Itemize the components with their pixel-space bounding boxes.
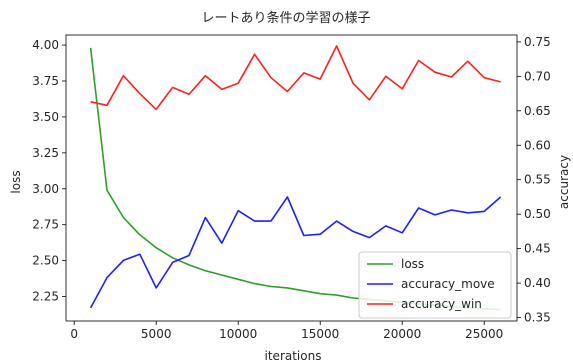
right-y-tick-label: 0.70 xyxy=(524,69,551,83)
right-y-tick-label: 0.60 xyxy=(524,138,551,152)
left-y-tick-label: 3.25 xyxy=(32,146,59,160)
legend-label-loss: loss xyxy=(401,257,424,271)
left-y-tick-label: 4.00 xyxy=(32,38,59,52)
x-tick-label: 15000 xyxy=(301,327,339,341)
right-y-tick-label: 0.50 xyxy=(524,207,551,221)
series-line-accuracy-win xyxy=(90,45,501,111)
plot-frame xyxy=(65,34,518,322)
right-y-tick-label: 0.65 xyxy=(524,104,551,118)
right-y-axis-label: accuracy xyxy=(557,155,571,209)
legend-box xyxy=(358,251,512,319)
left-y-tick-label: 3.75 xyxy=(32,74,59,88)
x-tick-label: 25000 xyxy=(465,327,503,341)
left-y-tick-label: 2.50 xyxy=(32,254,59,268)
legend-label-accuracy-win: accuracy_win xyxy=(401,297,482,311)
right-y-tick-label: 0.35 xyxy=(524,311,551,325)
x-tick-label: 5000 xyxy=(141,327,172,341)
right-y-tick-label: 0.40 xyxy=(524,276,551,290)
left-y-axis-label: loss xyxy=(9,170,23,193)
x-axis-label: iterations xyxy=(265,349,322,363)
left-y-tick-label: 3.50 xyxy=(32,110,59,124)
left-y-tick-label: 2.25 xyxy=(32,290,59,304)
series-line-accuracy-move xyxy=(89,196,502,309)
x-tick-label: 0 xyxy=(70,327,78,341)
x-tick-label: 10000 xyxy=(219,327,257,341)
legend: loss accuracy_move accuracy_win xyxy=(358,251,512,319)
left-y-tick-label: 3.00 xyxy=(32,182,59,196)
left-y-tick-label: 2.75 xyxy=(32,218,59,232)
chart-title: レートあり条件の学習の様子 xyxy=(201,10,370,26)
right-y-tick-label: 0.75 xyxy=(524,35,551,49)
legend-label-accuracy-move: accuracy_move xyxy=(401,277,495,291)
x-tick-label: 20000 xyxy=(383,327,421,341)
right-y-tick-label: 0.45 xyxy=(524,242,551,256)
right-y-tick-label: 0.55 xyxy=(524,173,551,187)
